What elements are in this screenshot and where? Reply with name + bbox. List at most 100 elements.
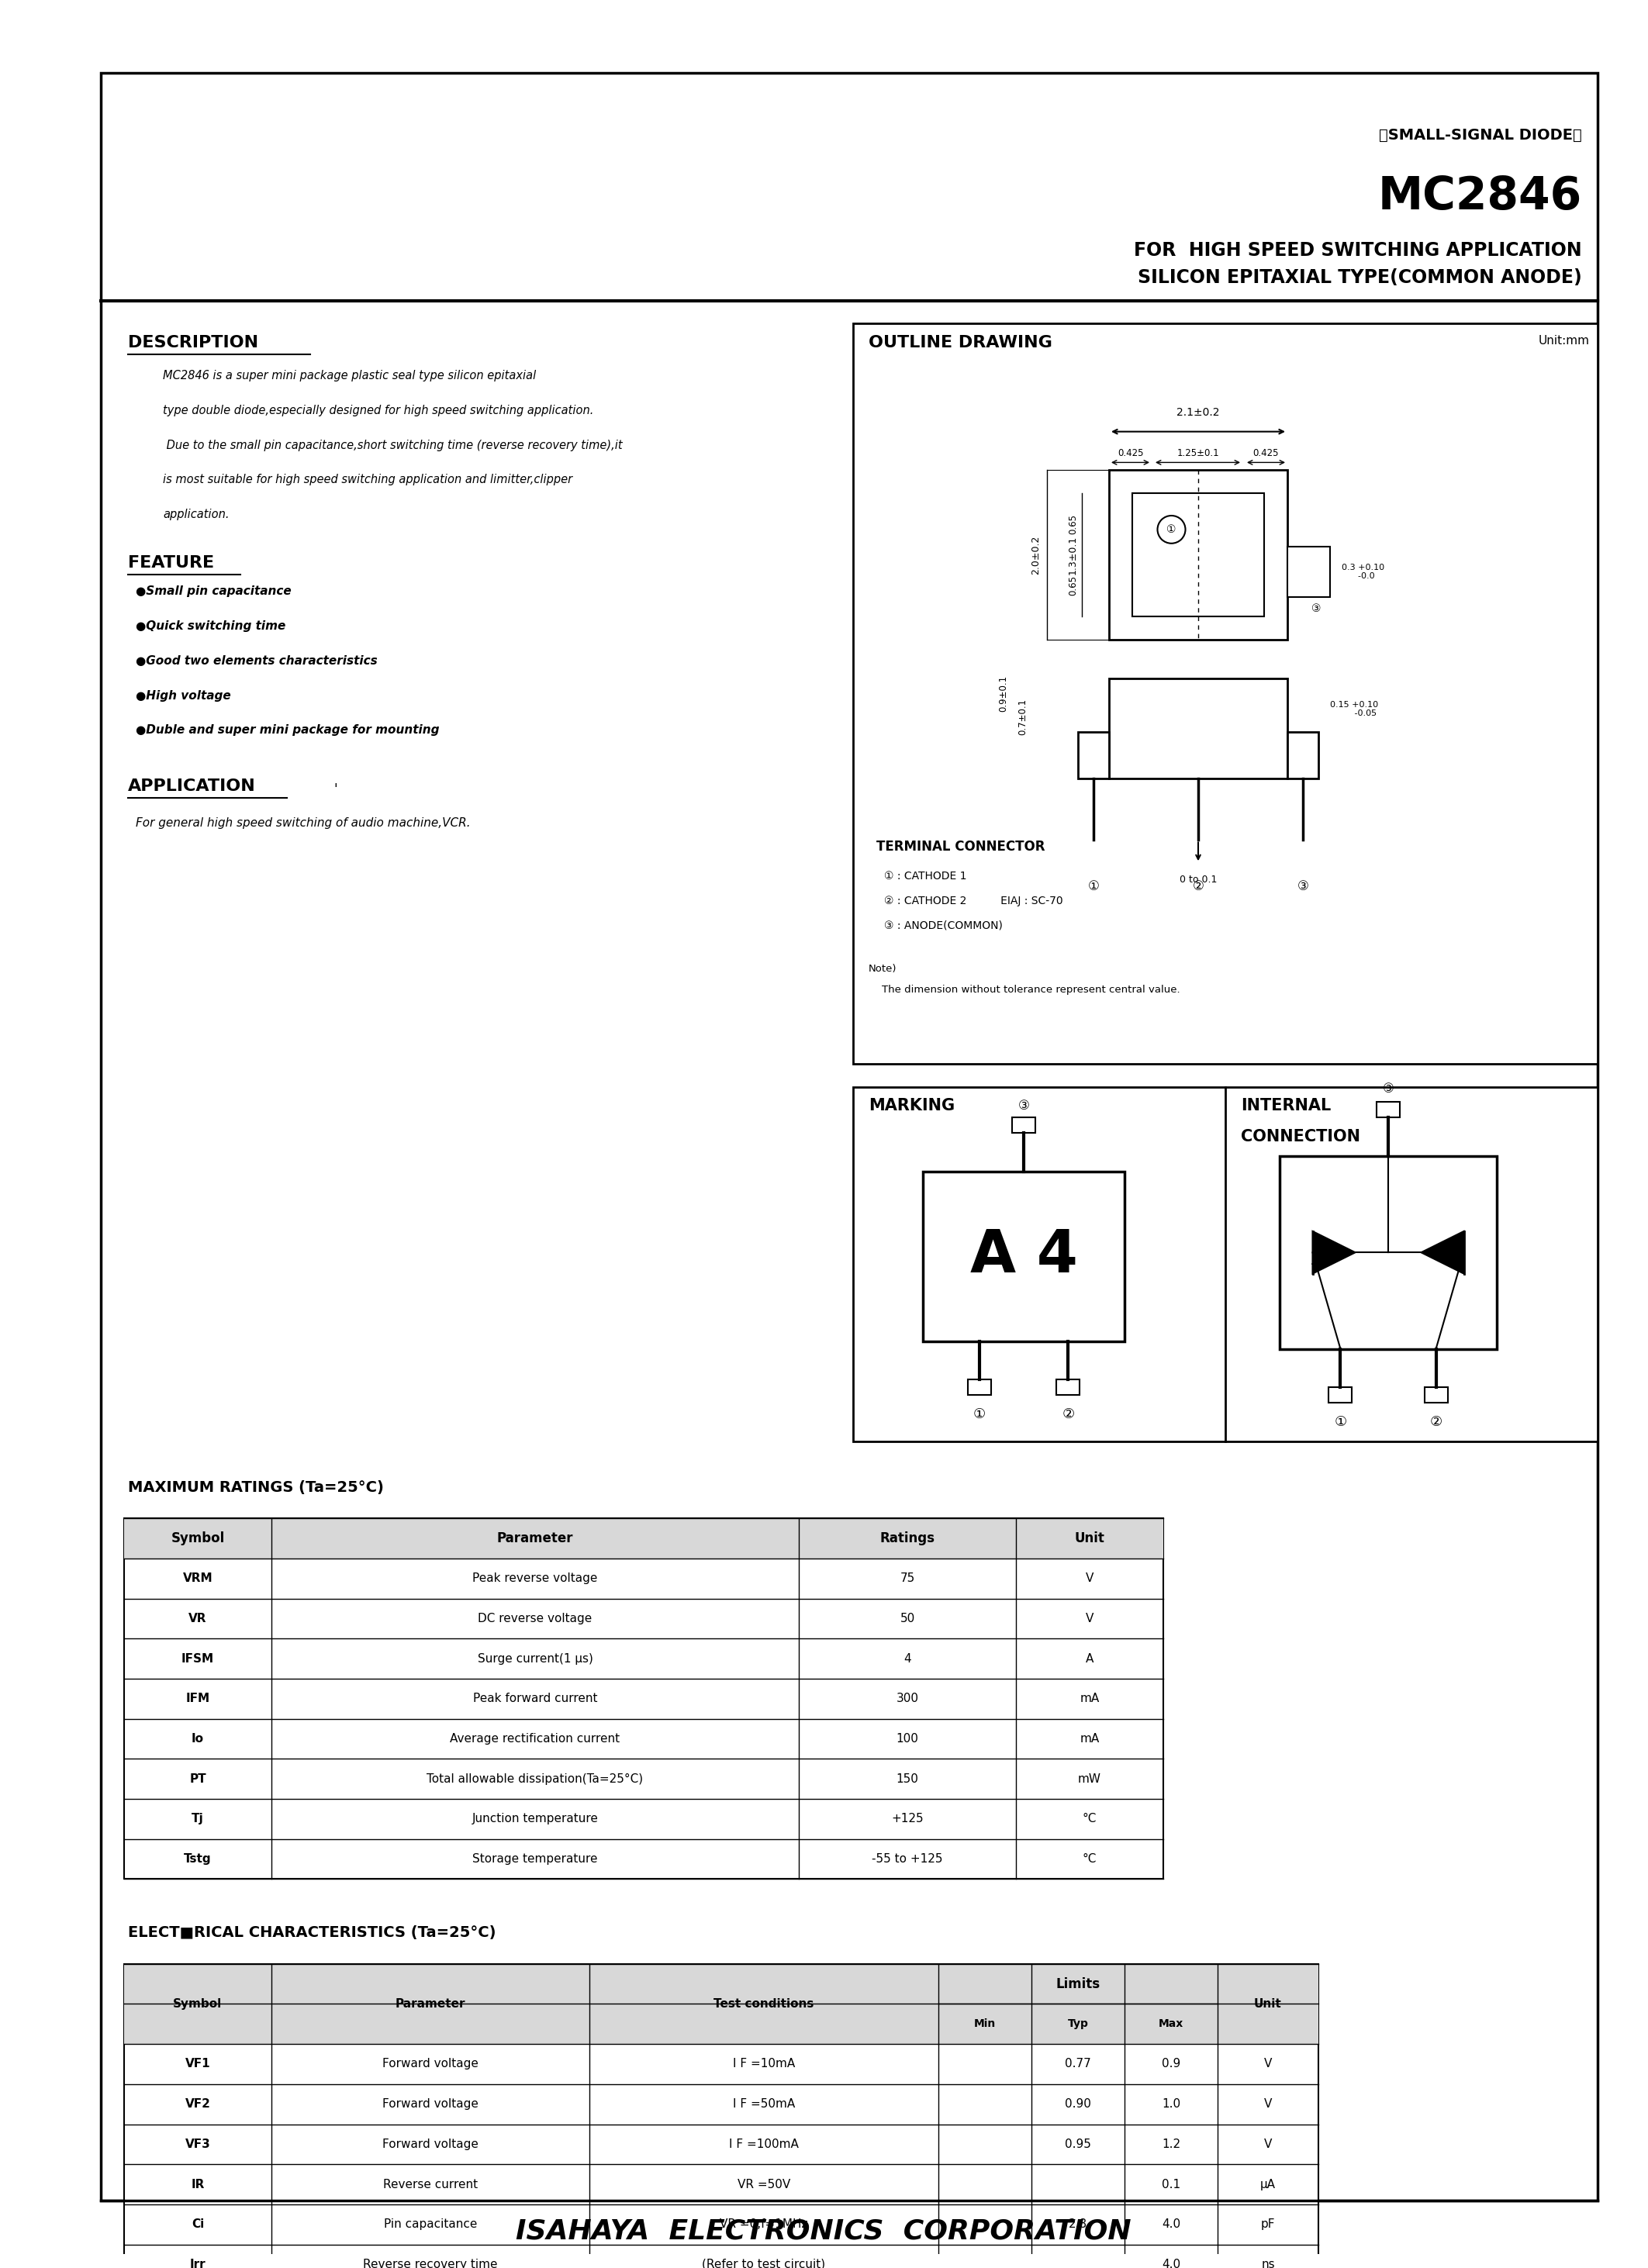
- Text: VRM: VRM: [183, 1572, 213, 1585]
- Text: Due to the small pin capacitance,short switching time (reverse recovery time),it: Due to the small pin capacitance,short s…: [163, 440, 623, 451]
- Text: APPLICATION: APPLICATION: [129, 778, 255, 794]
- Text: 0.7±0.1: 0.7±0.1: [1017, 699, 1028, 735]
- Text: ③ : ANODE(COMMON): ③ : ANODE(COMMON): [883, 921, 1002, 932]
- Text: ELECT■RICAL CHARACTERISTICS (Ta=25°C): ELECT■RICAL CHARACTERISTICS (Ta=25°C): [129, 1926, 496, 1939]
- Bar: [1056, 1379, 1079, 1395]
- Text: 1.25±0.1: 1.25±0.1: [1177, 449, 1220, 458]
- Text: Note): Note): [868, 964, 897, 973]
- Text: V: V: [1264, 2098, 1272, 2109]
- Text: INTERNAL: INTERNAL: [1241, 1098, 1332, 1114]
- Text: Symbol: Symbol: [173, 1998, 222, 2009]
- Text: (Refer to test circuit): (Refer to test circuit): [702, 2259, 826, 2268]
- Text: mA: mA: [1079, 1733, 1099, 1744]
- Text: ②: ②: [1061, 1408, 1074, 1422]
- Text: IFSM: IFSM: [181, 1653, 214, 1665]
- Text: ●High voltage: ●High voltage: [135, 689, 231, 701]
- Text: 0.77: 0.77: [1065, 2059, 1091, 2071]
- Bar: [1287, 547, 1330, 596]
- Text: 2.0±0.2: 2.0±0.2: [1030, 535, 1042, 574]
- Bar: [1132, 492, 1264, 617]
- Text: Unit: Unit: [1074, 1531, 1104, 1545]
- Bar: [1109, 469, 1287, 640]
- Text: Average rectification current: Average rectification current: [450, 1733, 620, 1744]
- Text: VF1: VF1: [185, 2059, 211, 2071]
- Text: Pin capacitance: Pin capacitance: [384, 2218, 478, 2229]
- Text: Total allowable dissipation(Ta=25°C): Total allowable dissipation(Ta=25°C): [427, 1774, 643, 1785]
- Text: 0.9: 0.9: [1162, 2059, 1180, 2071]
- Text: ISAHAYA  ELECTRONICS  CORPORATION: ISAHAYA ELECTRONICS CORPORATION: [516, 2218, 1131, 2245]
- Bar: [1287, 733, 1318, 778]
- Text: Parameter: Parameter: [396, 1998, 465, 2009]
- Text: TERMINAL CONNECTOR: TERMINAL CONNECTOR: [877, 839, 1045, 855]
- Text: Limits: Limits: [1056, 1978, 1101, 1991]
- Text: IFM: IFM: [186, 1692, 209, 1706]
- Text: pF: pF: [1261, 2218, 1276, 2229]
- Text: Reverse recovery time: Reverse recovery time: [363, 2259, 498, 2268]
- Text: -55 to +125: -55 to +125: [872, 1853, 943, 1864]
- Text: 0.3 +0.10
      -0.0: 0.3 +0.10 -0.0: [1341, 562, 1384, 581]
- Text: Irr: Irr: [190, 2259, 206, 2268]
- Text: PT: PT: [190, 1774, 206, 1785]
- Text: A 4: A 4: [969, 1227, 1078, 1286]
- Text: ①: ①: [972, 1408, 986, 1422]
- Text: ●Duble and super mini package for mounting: ●Duble and super mini package for mounti…: [135, 723, 440, 737]
- Text: Ci: Ci: [191, 2218, 204, 2229]
- Text: MC2846 is a super mini package plastic seal type silicon epitaxial: MC2846 is a super mini package plastic s…: [163, 370, 536, 381]
- Bar: [1328, 1388, 1351, 1402]
- Text: Peak forward current: Peak forward current: [473, 1692, 597, 1706]
- Text: Tstg: Tstg: [185, 1853, 211, 1864]
- Text: 2.8: 2.8: [1068, 2218, 1088, 2229]
- Polygon shape: [1421, 1232, 1463, 1275]
- Text: ①: ①: [1088, 880, 1099, 894]
- Bar: [1279, 1157, 1496, 1349]
- Text: 0.425: 0.425: [1117, 449, 1144, 458]
- Text: ③: ③: [1297, 880, 1309, 894]
- Text: ●Quick switching time: ●Quick switching time: [135, 621, 285, 633]
- Text: 75: 75: [900, 1572, 915, 1585]
- Text: 4.0: 4.0: [1162, 2259, 1180, 2268]
- Text: mW: mW: [1078, 1774, 1101, 1785]
- Text: V: V: [1086, 1613, 1094, 1624]
- Text: +125: +125: [892, 1812, 923, 1826]
- Bar: [854, 1086, 1597, 1440]
- Text: VR =50V: VR =50V: [737, 2180, 791, 2191]
- Text: A: A: [1086, 1653, 1094, 1665]
- Bar: [124, 1517, 1163, 1558]
- Text: ●Small pin capacitance: ●Small pin capacitance: [135, 585, 292, 596]
- Text: I F =100mA: I F =100mA: [728, 2139, 799, 2150]
- Text: VF3: VF3: [185, 2139, 211, 2150]
- Text: application.: application.: [163, 508, 229, 519]
- Text: I F =50mA: I F =50mA: [733, 2098, 794, 2109]
- Text: ●Good two elements characteristics: ●Good two elements characteristics: [135, 655, 377, 667]
- Text: ①: ①: [1167, 524, 1177, 535]
- Text: ①: ①: [1335, 1415, 1346, 1429]
- Text: ③: ③: [1312, 603, 1322, 615]
- Text: ③: ③: [1383, 1082, 1394, 1095]
- Text: ②: ②: [1430, 1415, 1442, 1429]
- Text: Surge current(1 μs): Surge current(1 μs): [478, 1653, 593, 1665]
- Bar: [923, 1173, 1124, 1340]
- Text: 1.3±0.1: 1.3±0.1: [1068, 535, 1078, 574]
- Text: 0.425: 0.425: [1252, 449, 1279, 458]
- Text: Forward voltage: Forward voltage: [382, 2139, 478, 2150]
- Text: 0.65: 0.65: [1068, 576, 1078, 596]
- Text: Peak reverse voltage: Peak reverse voltage: [473, 1572, 598, 1585]
- Text: Max: Max: [1159, 2019, 1183, 2030]
- Text: 〈SMALL-SIGNAL DIODE〉: 〈SMALL-SIGNAL DIODE〉: [1379, 127, 1582, 143]
- Bar: [1078, 733, 1109, 778]
- Text: 1.2: 1.2: [1162, 2139, 1180, 2150]
- Bar: [1109, 678, 1287, 778]
- Text: Test conditions: Test conditions: [714, 1998, 814, 2009]
- Text: 4: 4: [903, 1653, 911, 1665]
- Text: 0.95: 0.95: [1065, 2139, 1091, 2150]
- Text: 300: 300: [897, 1692, 918, 1706]
- Text: Junction temperature: Junction temperature: [471, 1812, 598, 1826]
- Bar: [1012, 1118, 1035, 1134]
- Text: V: V: [1264, 2139, 1272, 2150]
- Bar: [854, 324, 1597, 1064]
- Text: MAXIMUM RATINGS (Ta=25°C): MAXIMUM RATINGS (Ta=25°C): [129, 1479, 384, 1495]
- Text: ②: ②: [1193, 880, 1205, 894]
- Text: Reverse current: Reverse current: [382, 2180, 478, 2191]
- Text: 0.15 +0.10
         -0.05: 0.15 +0.10 -0.05: [1330, 701, 1378, 717]
- Text: V: V: [1086, 1572, 1094, 1585]
